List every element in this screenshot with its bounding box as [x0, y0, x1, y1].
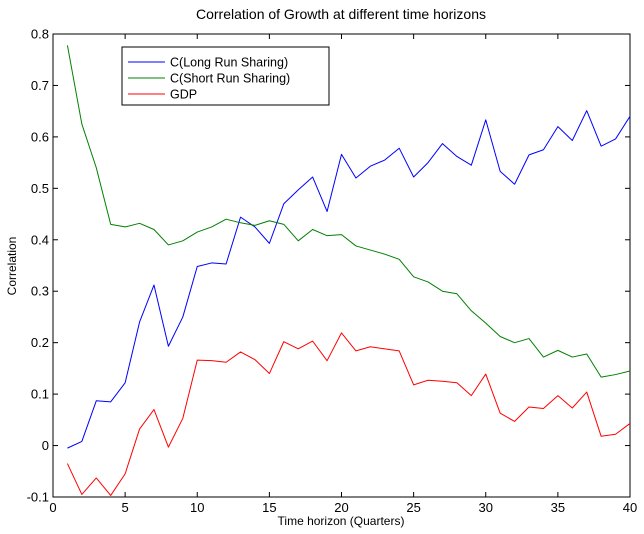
legend-entry: GDP — [170, 88, 197, 102]
y-tick-label: 0.8 — [31, 27, 49, 42]
legend-entry: C(Short Run Sharing) — [170, 72, 290, 86]
x-tick-label: 20 — [334, 500, 348, 515]
x-tick-label: 10 — [190, 500, 204, 515]
y-tick-label: 0.7 — [31, 78, 49, 93]
x-tick-label: 35 — [551, 500, 565, 515]
legend-entry: C(Long Run Sharing) — [170, 56, 288, 70]
plot-frame — [52, 33, 631, 498]
series-lines — [66, 45, 631, 496]
y-tick-label: 0.2 — [31, 335, 49, 350]
y-tick-label: -0.1 — [27, 490, 49, 505]
legend: C(Long Run Sharing) C(Short Run Sharing) G… — [121, 46, 330, 106]
axis-ticks: 0 5 10 15 20 25 30 35 40-0.100.10.20.30.40.50.60… — [27, 27, 638, 516]
x-tick-label: 25 — [406, 500, 420, 515]
x-tick-label: 30 — [479, 500, 493, 515]
x-tick-label: 5 — [122, 500, 129, 515]
chart-title: Correlation of Growth at different time … — [196, 6, 486, 22]
x-tick-label: 15 — [262, 500, 276, 515]
series-line-c-short-run-sharing — [66, 45, 631, 378]
y-tick-label: 0.6 — [31, 129, 49, 144]
y-tick-label: 0 — [42, 438, 49, 453]
x-tick-label: 0 — [49, 500, 56, 515]
series-line-gdp — [66, 332, 631, 496]
y-tick-label: 0.1 — [31, 387, 49, 402]
y-tick-label: 0.4 — [31, 232, 49, 247]
y-tick-label: 0.3 — [31, 284, 49, 299]
x-axis-label: Time horizon (Quarters) — [278, 514, 405, 528]
y-axis-label: Correlation — [5, 237, 19, 296]
legend-box — [121, 46, 330, 106]
x-tick-label: 40 — [623, 500, 637, 515]
y-tick-label: 0.5 — [31, 181, 49, 196]
series-line-c-long-run-sharing — [67, 110, 631, 449]
